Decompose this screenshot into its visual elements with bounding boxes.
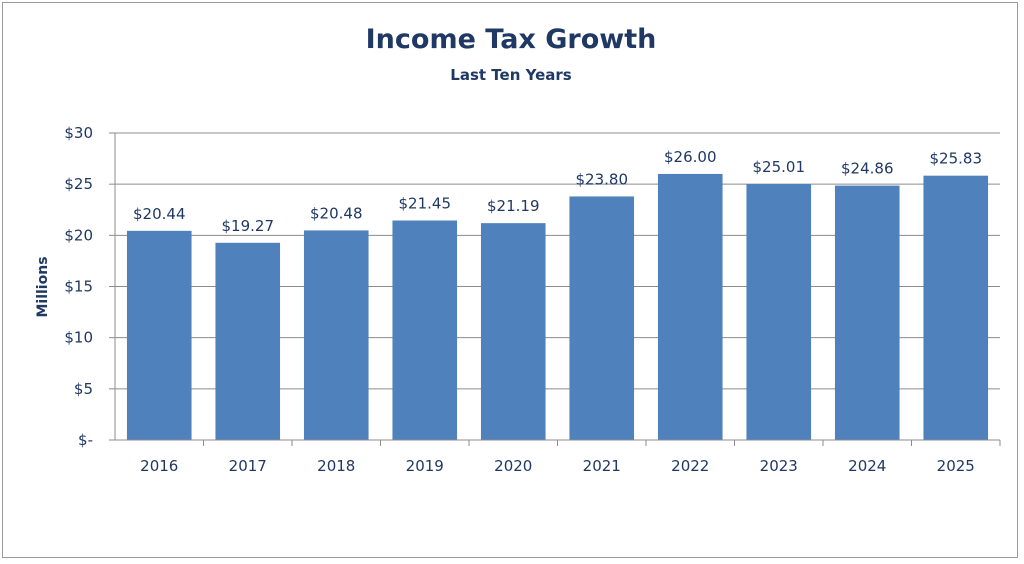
- data-label-2018: $20.48: [310, 204, 363, 222]
- x-tick-label: 2024: [848, 457, 886, 475]
- bar-2025: [923, 175, 989, 440]
- x-tick-label: 2019: [406, 457, 444, 475]
- y-tick-label: $-: [78, 431, 93, 449]
- bar-2022: [657, 173, 723, 440]
- bar-2024: [834, 185, 900, 440]
- y-tick-label: $15: [64, 278, 93, 296]
- bar-2018: [303, 230, 369, 440]
- data-label-2025: $25.83: [930, 150, 983, 168]
- bar-2023: [746, 184, 812, 440]
- x-tick-label: 2020: [494, 457, 532, 475]
- y-tick-label: $10: [64, 329, 93, 347]
- x-tick-label: 2025: [937, 457, 975, 475]
- bar-2017: [215, 242, 281, 440]
- data-label-2017: $19.27: [222, 217, 275, 235]
- data-label-2024: $24.86: [841, 160, 894, 178]
- x-tick-label: 2023: [760, 457, 798, 475]
- x-tick-label: 2022: [671, 457, 709, 475]
- y-axis-label: Millions: [35, 256, 51, 317]
- y-tick-label: $30: [64, 124, 93, 142]
- x-tick-label: 2016: [140, 457, 178, 475]
- data-label-2021: $23.80: [576, 170, 629, 188]
- y-tick-label: $5: [74, 380, 93, 398]
- bar-2019: [392, 220, 458, 440]
- chart-subtitle: Last Ten Years: [450, 66, 571, 84]
- x-tick-label: 2018: [317, 457, 355, 475]
- data-label-2016: $20.44: [133, 205, 186, 223]
- y-tick-label: $20: [64, 226, 93, 244]
- data-label-2022: $26.00: [664, 148, 717, 166]
- bar-2021: [569, 196, 635, 440]
- y-tick-label: $25: [64, 175, 93, 193]
- bar-2016: [126, 230, 192, 440]
- data-label-2019: $21.45: [399, 194, 452, 212]
- chart-title: Income Tax Growth: [366, 24, 657, 55]
- axes: $- $5 $10 $15 $20 $25 $30 2016 2017 2018 2019 2020 2…: [64, 124, 1001, 475]
- bar-2020: [480, 223, 546, 440]
- data-labels: $20.44 $19.27 $20.48 $21.45 $21.19 $23.80 $26.…: [133, 148, 982, 235]
- data-label-2020: $21.19: [487, 197, 540, 215]
- x-tick-label: 2017: [229, 457, 267, 475]
- data-label-2023: $25.01: [753, 158, 806, 176]
- bars: [126, 173, 989, 440]
- x-tick-label: 2021: [583, 457, 621, 475]
